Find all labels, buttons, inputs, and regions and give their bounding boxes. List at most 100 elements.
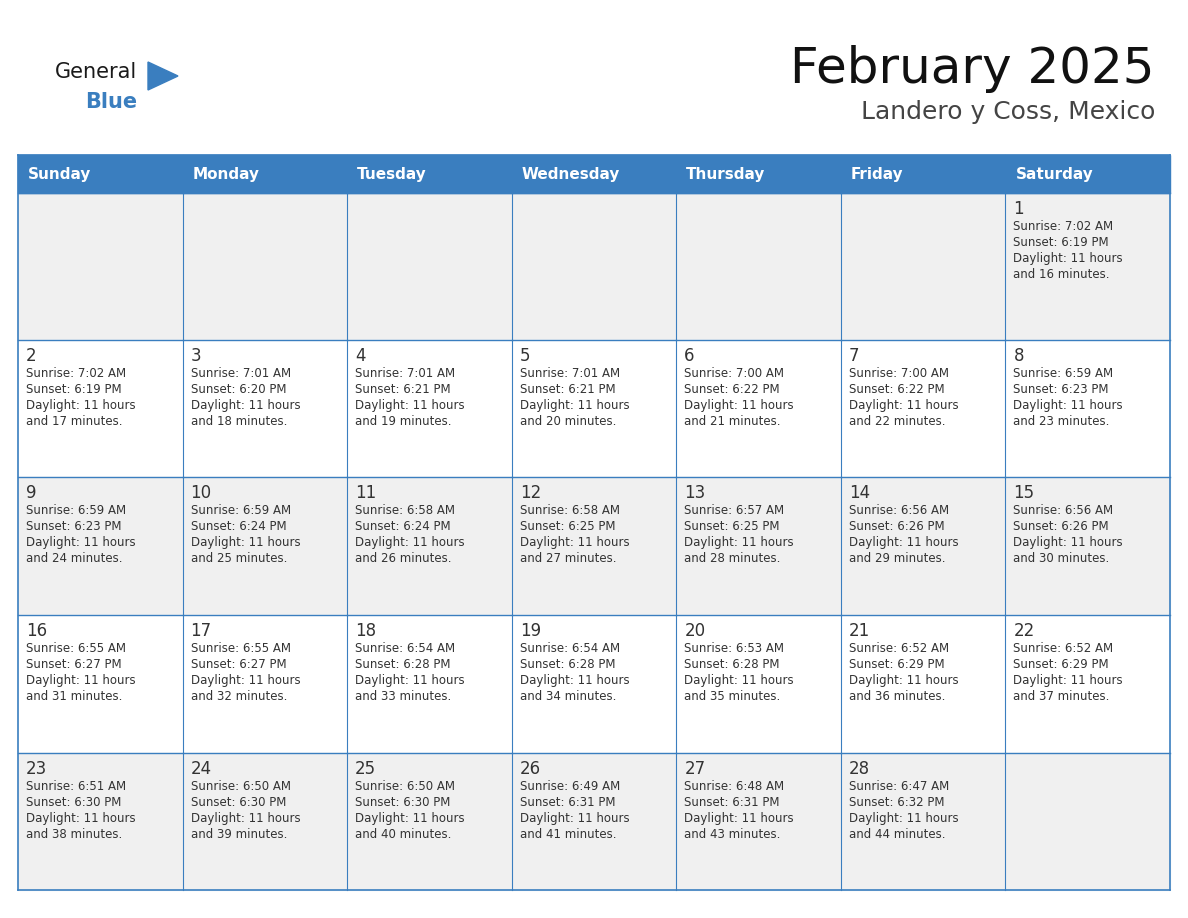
Text: and 18 minutes.: and 18 minutes. bbox=[190, 415, 287, 428]
Text: Sunrise: 6:56 AM: Sunrise: 6:56 AM bbox=[849, 504, 949, 517]
Text: Daylight: 11 hours: Daylight: 11 hours bbox=[190, 674, 301, 687]
Bar bbox=[512, 615, 676, 753]
Text: Sunset: 6:29 PM: Sunset: 6:29 PM bbox=[849, 658, 944, 671]
Text: 11: 11 bbox=[355, 484, 377, 502]
Text: Daylight: 11 hours: Daylight: 11 hours bbox=[1013, 674, 1123, 687]
Text: 7: 7 bbox=[849, 347, 859, 365]
Text: Sunrise: 6:47 AM: Sunrise: 6:47 AM bbox=[849, 780, 949, 793]
Text: Sunrise: 7:01 AM: Sunrise: 7:01 AM bbox=[355, 367, 455, 380]
Text: 25: 25 bbox=[355, 760, 377, 778]
Text: 4: 4 bbox=[355, 347, 366, 365]
Bar bbox=[347, 477, 512, 615]
Bar bbox=[841, 753, 1005, 890]
Text: Daylight: 11 hours: Daylight: 11 hours bbox=[849, 812, 959, 825]
Text: 28: 28 bbox=[849, 760, 870, 778]
Text: Sunset: 6:30 PM: Sunset: 6:30 PM bbox=[190, 796, 286, 809]
Text: Sunset: 6:23 PM: Sunset: 6:23 PM bbox=[26, 520, 121, 533]
Text: Sunset: 6:28 PM: Sunset: 6:28 PM bbox=[355, 658, 450, 671]
Text: Sunrise: 7:01 AM: Sunrise: 7:01 AM bbox=[190, 367, 291, 380]
Text: 16: 16 bbox=[26, 622, 48, 640]
Text: Sunrise: 6:58 AM: Sunrise: 6:58 AM bbox=[519, 504, 620, 517]
Text: and 30 minutes.: and 30 minutes. bbox=[1013, 552, 1110, 565]
Text: Sunset: 6:26 PM: Sunset: 6:26 PM bbox=[1013, 520, 1110, 533]
Text: Sunrise: 6:49 AM: Sunrise: 6:49 AM bbox=[519, 780, 620, 793]
Text: 2: 2 bbox=[26, 347, 37, 365]
Bar bbox=[18, 477, 183, 615]
Text: Sunrise: 6:51 AM: Sunrise: 6:51 AM bbox=[26, 780, 126, 793]
Text: Sunset: 6:22 PM: Sunset: 6:22 PM bbox=[684, 383, 779, 396]
Bar bbox=[18, 615, 183, 753]
Bar bbox=[1005, 477, 1170, 615]
Text: Sunrise: 6:59 AM: Sunrise: 6:59 AM bbox=[1013, 367, 1113, 380]
Text: Daylight: 11 hours: Daylight: 11 hours bbox=[849, 674, 959, 687]
Text: Sunrise: 6:58 AM: Sunrise: 6:58 AM bbox=[355, 504, 455, 517]
Text: Sunrise: 7:02 AM: Sunrise: 7:02 AM bbox=[1013, 220, 1113, 233]
Bar bbox=[1005, 340, 1170, 477]
Bar bbox=[841, 615, 1005, 753]
Text: Sunset: 6:28 PM: Sunset: 6:28 PM bbox=[519, 658, 615, 671]
Text: 21: 21 bbox=[849, 622, 870, 640]
Bar bbox=[183, 193, 347, 340]
Text: Sunset: 6:21 PM: Sunset: 6:21 PM bbox=[519, 383, 615, 396]
Text: and 36 minutes.: and 36 minutes. bbox=[849, 690, 946, 703]
Text: Daylight: 11 hours: Daylight: 11 hours bbox=[190, 399, 301, 412]
Text: Blue: Blue bbox=[86, 92, 137, 112]
Text: and 39 minutes.: and 39 minutes. bbox=[190, 828, 287, 841]
Text: Daylight: 11 hours: Daylight: 11 hours bbox=[26, 399, 135, 412]
Text: Wednesday: Wednesday bbox=[522, 166, 620, 182]
Text: Sunset: 6:19 PM: Sunset: 6:19 PM bbox=[1013, 236, 1110, 249]
Text: Daylight: 11 hours: Daylight: 11 hours bbox=[684, 812, 794, 825]
Text: Daylight: 11 hours: Daylight: 11 hours bbox=[190, 812, 301, 825]
Bar bbox=[347, 340, 512, 477]
Text: and 35 minutes.: and 35 minutes. bbox=[684, 690, 781, 703]
Text: and 44 minutes.: and 44 minutes. bbox=[849, 828, 946, 841]
Text: and 28 minutes.: and 28 minutes. bbox=[684, 552, 781, 565]
Text: General: General bbox=[55, 62, 138, 82]
Bar bbox=[347, 753, 512, 890]
Bar bbox=[841, 340, 1005, 477]
Text: 3: 3 bbox=[190, 347, 201, 365]
Text: Sunrise: 6:52 AM: Sunrise: 6:52 AM bbox=[1013, 642, 1113, 655]
Bar bbox=[18, 753, 183, 890]
Text: and 41 minutes.: and 41 minutes. bbox=[519, 828, 617, 841]
Text: 1: 1 bbox=[1013, 200, 1024, 218]
Text: Daylight: 11 hours: Daylight: 11 hours bbox=[519, 536, 630, 549]
Text: Daylight: 11 hours: Daylight: 11 hours bbox=[684, 399, 794, 412]
Text: Sunday: Sunday bbox=[29, 166, 91, 182]
Text: Sunset: 6:31 PM: Sunset: 6:31 PM bbox=[684, 796, 779, 809]
Polygon shape bbox=[148, 62, 178, 90]
Text: and 38 minutes.: and 38 minutes. bbox=[26, 828, 122, 841]
Text: Sunrise: 6:54 AM: Sunrise: 6:54 AM bbox=[355, 642, 455, 655]
Text: Sunrise: 6:48 AM: Sunrise: 6:48 AM bbox=[684, 780, 784, 793]
Text: Sunrise: 6:52 AM: Sunrise: 6:52 AM bbox=[849, 642, 949, 655]
Text: Sunset: 6:24 PM: Sunset: 6:24 PM bbox=[190, 520, 286, 533]
Text: 10: 10 bbox=[190, 484, 211, 502]
Text: and 33 minutes.: and 33 minutes. bbox=[355, 690, 451, 703]
Text: Sunrise: 6:57 AM: Sunrise: 6:57 AM bbox=[684, 504, 784, 517]
Text: 26: 26 bbox=[519, 760, 541, 778]
Bar bbox=[183, 753, 347, 890]
Text: 23: 23 bbox=[26, 760, 48, 778]
Text: 15: 15 bbox=[1013, 484, 1035, 502]
Text: Daylight: 11 hours: Daylight: 11 hours bbox=[519, 399, 630, 412]
Bar bbox=[512, 340, 676, 477]
Text: Sunset: 6:31 PM: Sunset: 6:31 PM bbox=[519, 796, 615, 809]
Text: Sunset: 6:27 PM: Sunset: 6:27 PM bbox=[26, 658, 121, 671]
Bar bbox=[183, 340, 347, 477]
Text: and 17 minutes.: and 17 minutes. bbox=[26, 415, 122, 428]
Text: and 22 minutes.: and 22 minutes. bbox=[849, 415, 946, 428]
Text: Friday: Friday bbox=[851, 166, 904, 182]
Text: Sunrise: 6:59 AM: Sunrise: 6:59 AM bbox=[190, 504, 291, 517]
Bar bbox=[1005, 193, 1170, 340]
Text: Daylight: 11 hours: Daylight: 11 hours bbox=[26, 536, 135, 549]
Text: 9: 9 bbox=[26, 484, 37, 502]
Bar bbox=[183, 477, 347, 615]
Text: 5: 5 bbox=[519, 347, 530, 365]
Text: Sunrise: 6:55 AM: Sunrise: 6:55 AM bbox=[190, 642, 291, 655]
Text: Sunset: 6:19 PM: Sunset: 6:19 PM bbox=[26, 383, 121, 396]
Text: and 27 minutes.: and 27 minutes. bbox=[519, 552, 617, 565]
Bar bbox=[676, 615, 841, 753]
Text: Saturday: Saturday bbox=[1016, 166, 1093, 182]
Text: Sunset: 6:30 PM: Sunset: 6:30 PM bbox=[26, 796, 121, 809]
Text: Sunrise: 7:01 AM: Sunrise: 7:01 AM bbox=[519, 367, 620, 380]
